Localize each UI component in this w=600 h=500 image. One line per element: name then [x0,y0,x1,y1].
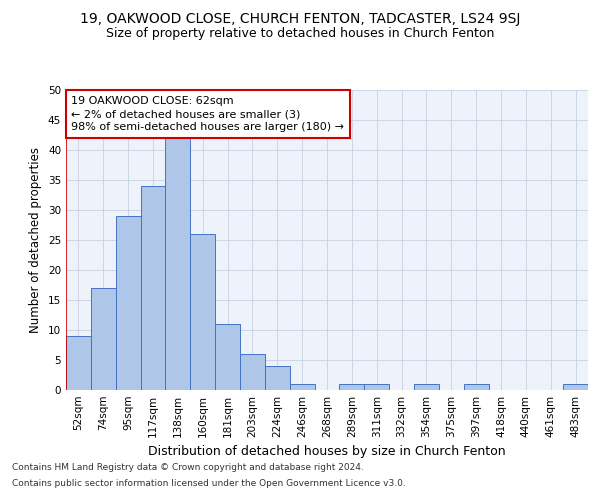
Text: 19 OAKWOOD CLOSE: 62sqm
← 2% of detached houses are smaller (3)
98% of semi-deta: 19 OAKWOOD CLOSE: 62sqm ← 2% of detached… [71,96,344,132]
Bar [290,384,314,390]
Text: Size of property relative to detached houses in Church Fenton: Size of property relative to detached ho… [106,28,494,40]
Bar [66,336,91,390]
Bar [563,384,588,390]
Bar [414,384,439,390]
Bar [166,138,190,390]
Text: Contains HM Land Registry data © Crown copyright and database right 2024.: Contains HM Land Registry data © Crown c… [12,464,364,472]
Text: Contains public sector information licensed under the Open Government Licence v3: Contains public sector information licen… [12,478,406,488]
Bar [91,288,116,390]
Bar [190,234,215,390]
Bar [265,366,290,390]
Y-axis label: Number of detached properties: Number of detached properties [29,147,43,333]
Bar [340,384,364,390]
Bar [116,216,140,390]
X-axis label: Distribution of detached houses by size in Church Fenton: Distribution of detached houses by size … [148,446,506,458]
Bar [240,354,265,390]
Text: 19, OAKWOOD CLOSE, CHURCH FENTON, TADCASTER, LS24 9SJ: 19, OAKWOOD CLOSE, CHURCH FENTON, TADCAS… [80,12,520,26]
Bar [140,186,166,390]
Bar [215,324,240,390]
Bar [464,384,488,390]
Bar [364,384,389,390]
